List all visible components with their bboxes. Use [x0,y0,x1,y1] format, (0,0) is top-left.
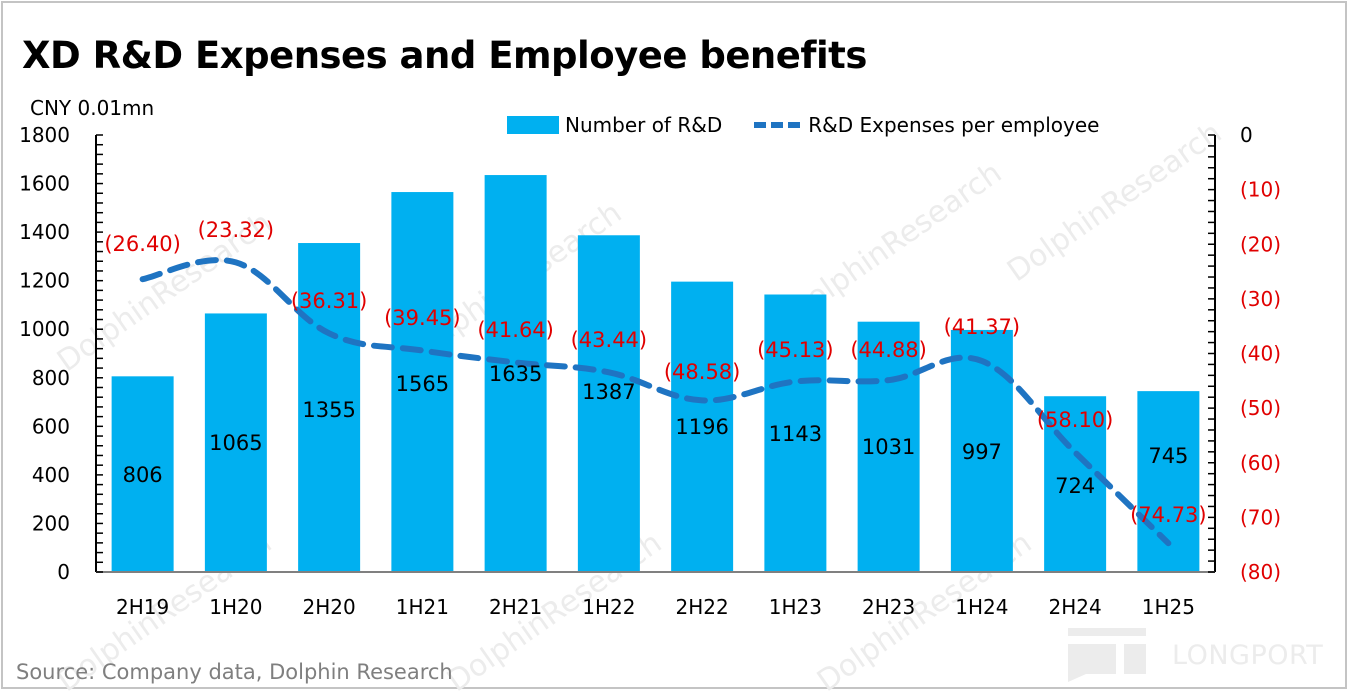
data-labels: 806 1065 1355 1565 1635 1387 1196 1143 1031 997 72… [104,218,1206,527]
line-value-label: (44.88) [850,338,927,362]
line-value-label: (36.31) [291,289,368,313]
x-axis-tick-label: 2H22 [676,595,729,619]
bar-2H21 [484,175,547,572]
bar-2H23 [857,321,920,572]
left-axis-tick-label: 600 [32,414,70,438]
line-value-label: (74.73) [1130,503,1207,527]
right-axis-tick-label: (70) [1240,505,1281,529]
axes: 0 200 400 600 800 1000 1200 1400 1600 1800 0 (10) (2… [19,123,1281,619]
x-axis-tick-label: 2H21 [489,595,542,619]
bar-value-label: 724 [1055,474,1095,498]
right-axis-tick-label: (20) [1240,232,1281,256]
x-axis-tick-label: 1H22 [582,595,635,619]
left-axis-tick-label: 800 [32,366,70,390]
bar-value-label: 1031 [862,435,915,459]
left-axis-unit: CNY 0.01mn [30,96,155,120]
left-axis-tick-label: 200 [32,511,70,535]
line-series [139,257,1172,547]
right-axis-tick-label: (50) [1240,396,1281,420]
left-axis-tick-label: 1800 [19,123,70,147]
right-axis-tick-label: (10) [1240,178,1281,202]
line-value-label: (58.10) [1037,408,1114,432]
bar-value-label: 1065 [209,431,262,455]
right-axis-tick-label: 0 [1240,123,1253,147]
legend-bar-swatch [507,116,559,134]
right-axis-tick-label: (30) [1240,287,1281,311]
bar-value-label: 997 [962,440,1002,464]
line-value-label: (41.64) [477,318,554,342]
line-value-label: (39.45) [384,306,461,330]
line-value-label: (26.40) [104,232,181,256]
bar-1H23 [764,294,827,572]
bar-2H20 [298,243,361,572]
bar-value-label: 806 [123,463,163,487]
left-axis-tick-label: 1600 [19,172,70,196]
x-axis-tick-label: 1H24 [955,595,1008,619]
right-axis-tick-label: (60) [1240,451,1281,475]
left-axis-tick-label: 0 [57,560,70,584]
legend: Number of R&D R&D Expenses per employee [507,113,1099,137]
legend-line-swatch [754,122,801,128]
bar-2H19 [111,376,174,572]
bar-2H22 [671,281,734,572]
bar-1H22 [577,235,640,573]
bar-value-label: 1565 [396,372,449,396]
legend-bar-label: Number of R&D [565,113,723,137]
x-axis-tick-label: 1H23 [769,595,822,619]
line-value-label: (23.32) [198,218,275,242]
line-value-label: (41.37) [944,315,1021,339]
longport-logo-text: LONGPORT [1172,639,1324,671]
right-axis-tick-label: (40) [1240,342,1281,366]
bar-value-label: 745 [1148,444,1188,468]
longport-logo: LONGPORT [1068,628,1323,682]
legend-line-label: R&D Expenses per employee [808,113,1100,137]
source-note: Source: Company data, Dolphin Research [16,660,453,684]
x-axis-tick-label: 2H20 [303,595,356,619]
watermark-text: DolphinResearch [1001,115,1228,289]
left-axis-tick-label: 1400 [19,220,70,244]
x-axis-tick-label: 1H25 [1142,595,1195,619]
bar-value-label: 1387 [582,380,635,404]
x-axis-tick-label: 2H23 [862,595,915,619]
bar-value-label: 1196 [675,415,728,439]
x-axis-tick-label: 2H19 [116,595,169,619]
left-axis-tick-label: 400 [32,463,70,487]
chart-title: XD R&D Expenses and Employee benefits [22,34,867,77]
x-axis-tick-label: 2H24 [1049,595,1102,619]
bar-2H24 [1044,396,1107,572]
bar-value-label: 1355 [302,398,355,422]
longport-logo-icon [1068,628,1146,682]
left-axis-tick-label: 1200 [19,269,70,293]
line-value-label: (48.58) [664,360,741,384]
left-axis-tick-label: 1000 [19,317,70,341]
line-value-label: (45.13) [757,338,834,362]
line-r-and-d-expenses-per-employee [139,257,1172,547]
bar-value-label: 1635 [489,362,542,386]
bar-1H20 [204,313,267,572]
x-axis-tick-label: 1H21 [396,595,449,619]
line-value-label: (43.44) [571,328,648,352]
x-axis-tick-label: 1H20 [209,595,262,619]
bar-1H21 [391,192,454,572]
right-axis-tick-label: (80) [1240,560,1281,584]
bar-value-label: 1143 [769,422,822,446]
